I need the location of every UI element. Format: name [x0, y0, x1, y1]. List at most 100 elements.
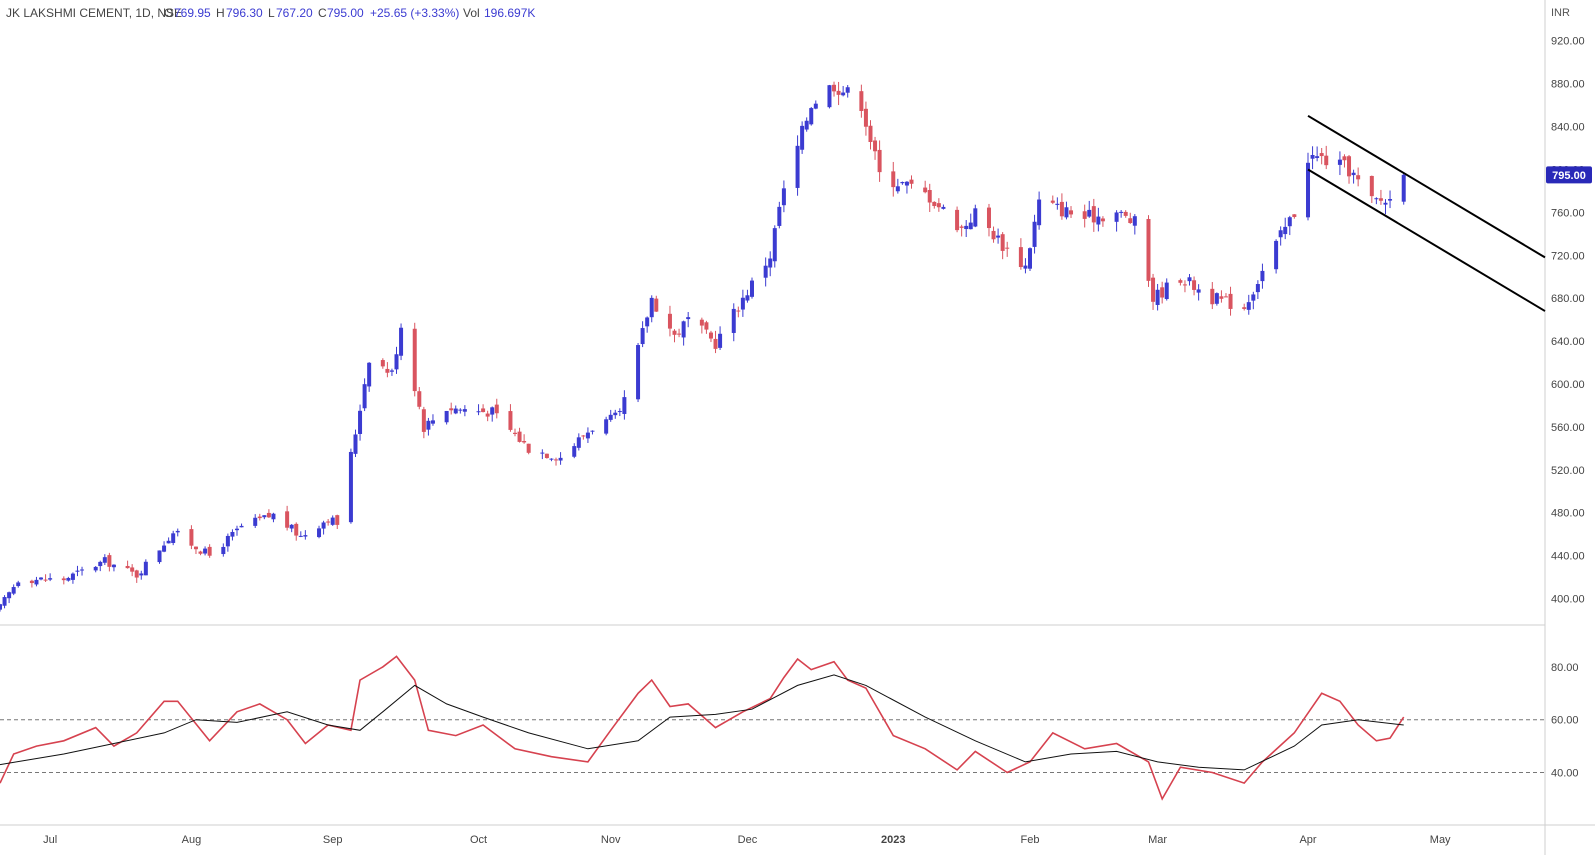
candle-up: [157, 550, 162, 563]
candle-down: [873, 140, 878, 152]
candle-up: [2, 597, 7, 606]
candle-up: [1260, 270, 1265, 282]
candle-up: [426, 420, 431, 430]
candle-up: [973, 208, 978, 227]
candle-up: [171, 533, 176, 543]
candle-down: [1347, 156, 1352, 177]
candle-up: [1351, 172, 1356, 176]
candle-up: [809, 108, 814, 125]
candle-up: [367, 362, 372, 387]
candle-up: [749, 280, 754, 297]
candle-down: [1342, 156, 1347, 161]
candle-down: [1018, 247, 1023, 268]
candle-down: [1319, 153, 1324, 157]
open-value: 769.95: [174, 6, 211, 20]
candle-up: [900, 182, 905, 184]
channel-lines: [1307, 114, 1546, 312]
candle-down: [1378, 198, 1383, 201]
candle-down: [513, 432, 517, 434]
candle-up: [636, 345, 641, 400]
candle-up: [1287, 217, 1292, 227]
candle-down: [1151, 277, 1156, 302]
candle-up: [458, 409, 463, 411]
rsi-line: [0, 655, 1405, 801]
candle-down: [859, 91, 864, 111]
candle-up: [1087, 209, 1092, 217]
candle-up: [731, 308, 736, 333]
candle-up: [0, 604, 2, 610]
candle-up: [362, 384, 367, 409]
volume-label: Vol: [463, 6, 480, 20]
candle-up: [70, 573, 75, 580]
price-tick-label: 880.00: [1551, 79, 1585, 91]
price-tick-label: 440.00: [1551, 551, 1585, 563]
candle-up: [1310, 155, 1315, 159]
time-tick-label: Apr: [1299, 834, 1316, 846]
candle-up: [781, 188, 786, 206]
channel-line: [1307, 114, 1546, 259]
candle-down: [544, 453, 549, 459]
candle-up: [1037, 199, 1042, 226]
time-tick-label: Nov: [601, 834, 621, 846]
last-price-badge: 795.00: [1546, 166, 1592, 184]
candle-up: [772, 228, 777, 262]
candle-down: [207, 546, 212, 556]
candle-up: [1337, 159, 1342, 165]
candle-up: [476, 411, 481, 413]
currency-label: INR: [1551, 7, 1570, 19]
candle-up: [1255, 284, 1260, 293]
candle-down: [517, 431, 522, 442]
candle-down: [1123, 211, 1128, 216]
candle-down: [868, 125, 873, 143]
candle-down: [1182, 284, 1187, 286]
candle-up: [904, 181, 909, 186]
candle-down: [189, 529, 194, 546]
price-axis: 920.00880.00840.00800.00760.00720.00680.…: [1551, 36, 1585, 606]
candle-up: [1032, 221, 1037, 247]
candle-up: [221, 546, 226, 555]
legend-header: JK LAKSHMI CEMENT, 1D, NSE O 769.95 H 79…: [6, 6, 535, 20]
candle-down: [932, 201, 937, 207]
candle-up: [1155, 289, 1160, 305]
candle-up: [1278, 230, 1283, 238]
candle-up: [608, 414, 613, 420]
candle-up: [75, 570, 80, 572]
candle-up: [686, 317, 691, 320]
candle-up: [804, 120, 809, 130]
candle-down: [1178, 280, 1183, 283]
candle-down: [43, 579, 48, 581]
candle-up: [39, 577, 44, 580]
change-value: +25.65 (+3.33%): [370, 6, 459, 20]
candle-down: [494, 404, 499, 414]
candle-up: [98, 561, 103, 567]
candle-down: [522, 440, 527, 443]
candle-up: [7, 592, 12, 599]
candle-up: [239, 525, 244, 528]
candle-down: [61, 578, 66, 581]
candle-down: [654, 298, 659, 312]
candle-up: [1196, 289, 1201, 293]
candle-down: [198, 551, 203, 554]
candle-down: [713, 338, 718, 349]
time-tick-label: Oct: [470, 834, 487, 846]
open-label: O: [164, 6, 173, 20]
candle-up: [162, 545, 167, 552]
candle-down: [891, 171, 896, 188]
candle-down: [1059, 201, 1064, 217]
candle-down: [699, 319, 704, 326]
rsi-axis: 80.00 60.00 40.00: [1551, 662, 1579, 780]
candle-up: [745, 295, 750, 301]
candle-up: [1283, 226, 1288, 235]
candle-up: [430, 420, 435, 424]
candle-up: [841, 92, 846, 96]
price-tick-label: 760.00: [1551, 207, 1585, 219]
candle-up: [298, 535, 303, 537]
candle-up: [968, 222, 973, 230]
candle-up: [1187, 277, 1192, 282]
candle-up: [444, 410, 449, 423]
candle-down: [1000, 234, 1005, 251]
candle-up: [102, 557, 107, 563]
time-tick-label: Mar: [1148, 834, 1167, 846]
candle-down: [959, 226, 964, 228]
